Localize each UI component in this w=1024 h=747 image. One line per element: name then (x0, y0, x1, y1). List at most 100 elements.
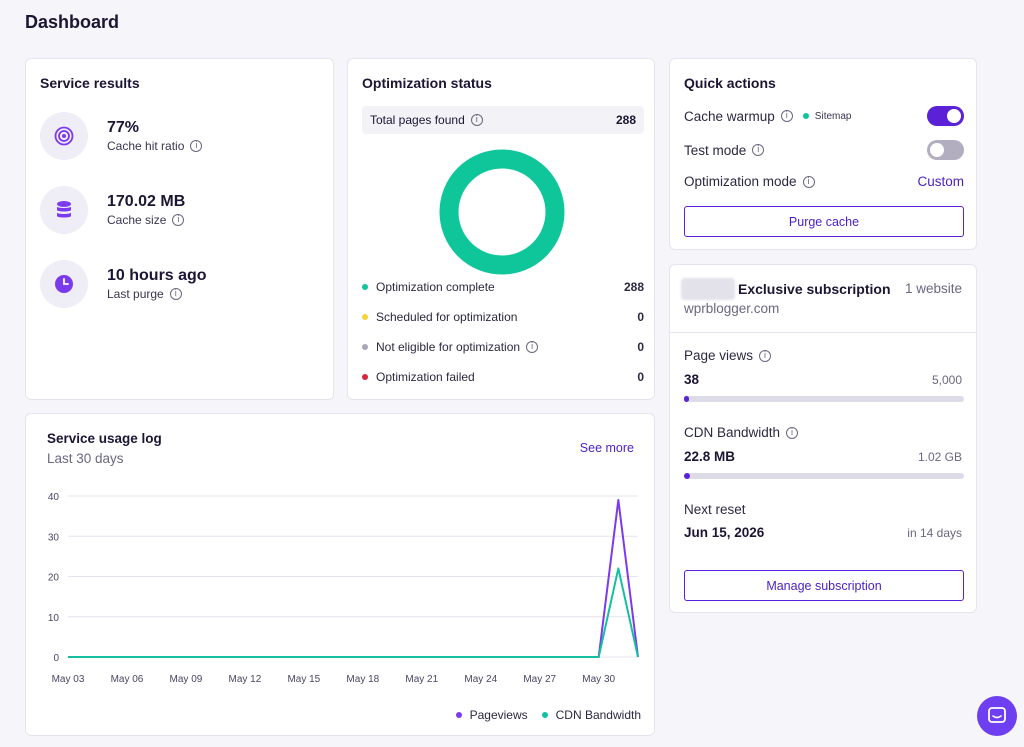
y-tick-label: 40 (48, 492, 60, 503)
target-icon (40, 112, 88, 160)
x-tick-label: May 09 (170, 674, 203, 685)
info-icon[interactable]: i (172, 214, 185, 226)
x-tick-label: May 03 (52, 674, 85, 685)
legend-pageviews: Pageviews (469, 708, 528, 722)
x-tick-label: May 06 (111, 674, 144, 685)
status-dot (362, 344, 368, 350)
x-tick-label: May 21 (405, 674, 438, 685)
cache-size-label: Cache size (107, 213, 167, 227)
last-purge-stat: 10 hours ago Last purge i (40, 260, 207, 308)
test-mode-label: Test mode (684, 142, 747, 158)
chat-support-button[interactable] (977, 696, 1017, 736)
info-icon[interactable]: i (759, 349, 772, 362)
x-tick-label: May 24 (464, 674, 497, 685)
y-tick-label: 20 (48, 573, 60, 584)
optimization-status-title: Optimization status (362, 75, 492, 91)
status-row-complete: Optimization complete 288 (362, 280, 644, 294)
page-views-limit: 5,000 (931, 373, 962, 387)
progress-fill (684, 396, 689, 402)
optimization-mode-link[interactable]: Custom (917, 174, 964, 189)
legend-dot-pageviews (455, 712, 462, 718)
manage-subscription-button[interactable]: Manage subscription (684, 570, 964, 601)
site-domain: wprblogger.com (684, 301, 780, 316)
optimization-status-card: Optimization status Total pages found i 2… (347, 58, 655, 400)
chat-icon (988, 707, 1006, 723)
cdn-label-row: CDN Bandwidth i (684, 425, 799, 440)
cache-size-stat: 170.02 MB Cache size i (40, 186, 185, 234)
status-value: 0 (637, 340, 644, 354)
info-icon[interactable]: i (526, 341, 539, 353)
info-icon[interactable]: i (752, 144, 765, 156)
status-dot (362, 374, 368, 380)
database-icon (40, 186, 88, 234)
total-pages-label: Total pages found (370, 113, 465, 127)
page-title: Dashboard (25, 12, 120, 32)
next-reset-in: in 14 days (907, 526, 962, 540)
info-icon[interactable]: i (470, 114, 483, 126)
info-icon[interactable]: i (780, 110, 793, 122)
cdn-bandwidth-label: CDN Bandwidth (684, 425, 781, 440)
clock-icon (40, 260, 88, 308)
status-row-not-eligible: Not eligible for optimization i 0 (362, 340, 644, 354)
cache-hit-ratio-value: 77% (107, 119, 140, 136)
cache-warmup-label: Cache warmup (684, 108, 775, 124)
series-line-pageviews (68, 499, 639, 658)
info-icon[interactable]: i (169, 288, 182, 300)
x-tick-label: May 27 (523, 674, 556, 685)
y-tick-label: 30 (48, 532, 60, 543)
see-more-link[interactable]: See more (579, 441, 634, 455)
info-icon[interactable]: i (190, 140, 203, 152)
usage-log-chart: 0 10 20 30 40 May 03 May 06 May 09 May 12 May 15 M… (48, 492, 639, 685)
status-dot (362, 284, 368, 290)
status-value: 288 (623, 280, 644, 294)
legend-cdn: CDN Bandwidth (555, 708, 641, 722)
legend-dot-cdn (541, 712, 548, 718)
page-views-progress (684, 396, 964, 402)
info-icon[interactable]: i (802, 175, 815, 188)
status-label: Scheduled for optimization (376, 310, 518, 324)
blurred-logo (681, 278, 735, 300)
sitemap-label: Sitemap (814, 110, 852, 122)
x-tick-label: May 18 (346, 674, 379, 685)
cache-hit-ratio-stat: 77% Cache hit ratio i (40, 112, 203, 160)
purge-cache-button[interactable]: Purge cache (684, 206, 964, 237)
optimization-mode-row: Optimization mode i Custom (684, 174, 964, 189)
sitemap-badge: Sitemap (802, 110, 852, 122)
status-label: Optimization failed (376, 370, 475, 384)
status-label: Optimization complete (376, 280, 495, 294)
service-results-title: Service results (40, 75, 140, 91)
cdn-bandwidth-value: 22.8 MB (684, 449, 736, 464)
x-tick-label: May 12 (228, 674, 261, 685)
y-tick-label: 10 (48, 613, 60, 624)
info-icon[interactable]: i (786, 426, 799, 439)
subscription-card: Exclusive subscription 1 website wprblog… (669, 264, 977, 613)
page-views-value: 38 (684, 372, 700, 387)
plan-name: Exclusive subscription (738, 281, 891, 297)
test-mode-toggle[interactable] (927, 140, 964, 160)
status-row-failed: Optimization failed 0 (362, 370, 644, 384)
cdn-bandwidth-limit: 1.02 GB (917, 450, 962, 464)
cdn-bandwidth-progress (684, 473, 964, 479)
quick-actions-card: Quick actions Cache warmup i Sitemap Tes… (669, 58, 977, 250)
x-tick-label: May 15 (287, 674, 320, 685)
status-value: 0 (637, 310, 644, 324)
chart-legend: Pageviews CDN Bandwidth (455, 708, 641, 722)
websites-count: 1 website (904, 281, 962, 296)
status-value: 0 (637, 370, 644, 384)
cache-warmup-toggle[interactable] (927, 106, 964, 126)
optimization-donut-chart (439, 149, 565, 275)
toggle-knob (947, 109, 961, 123)
toggle-knob (930, 143, 944, 157)
cache-hit-ratio-label: Cache hit ratio (107, 139, 185, 153)
optimization-mode-label: Optimization mode (684, 174, 797, 189)
cache-size-value: 170.02 MB (107, 193, 186, 210)
y-tick-label: 0 (53, 653, 59, 664)
page-views-label-row: Page views i (684, 348, 772, 363)
status-dot (802, 113, 809, 119)
total-pages-value: 288 (615, 113, 636, 127)
total-pages-row: Total pages found i 288 (362, 106, 644, 134)
last-purge-value: 10 hours ago (107, 267, 207, 284)
page-views-label: Page views (684, 348, 754, 363)
last-purge-label: Last purge (107, 287, 164, 301)
next-reset-label: Next reset (684, 502, 746, 517)
